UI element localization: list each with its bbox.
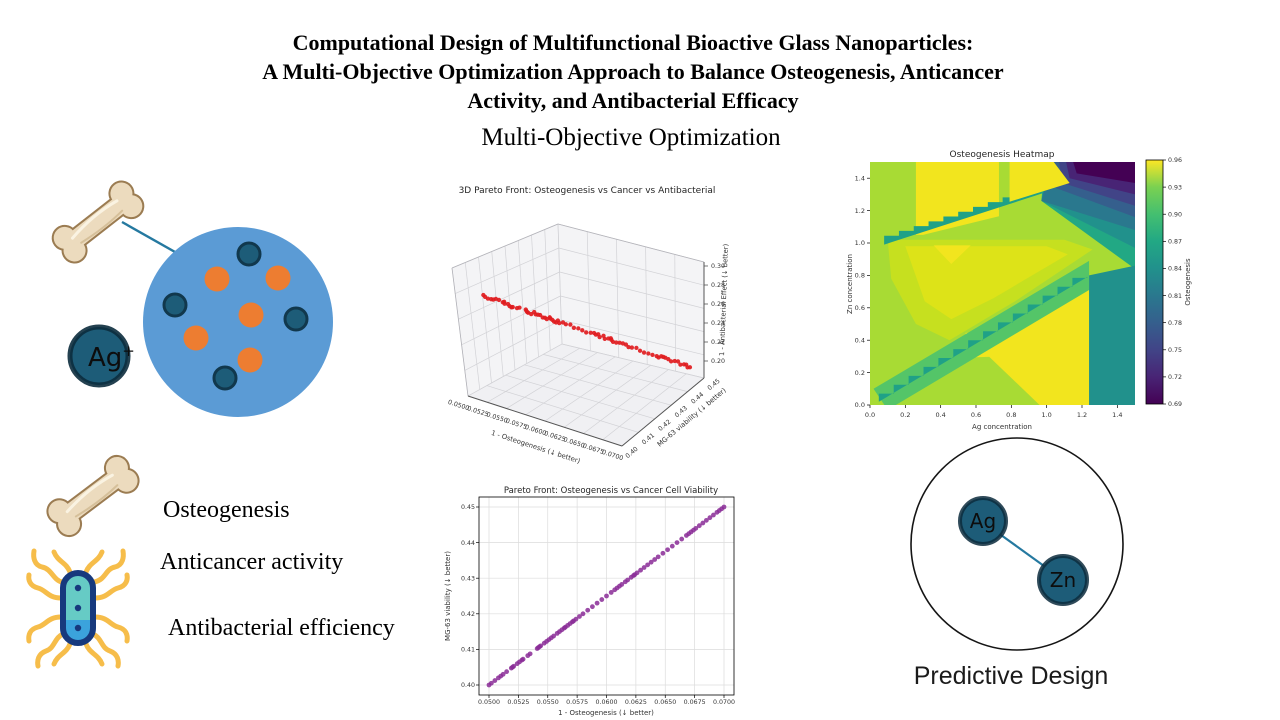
pareto-2d-title: Pareto Front: Osteogenesis vs Cancer Cel… bbox=[503, 486, 719, 496]
svg-text:0.81: 0.81 bbox=[1168, 293, 1182, 300]
svg-text:0.45: 0.45 bbox=[461, 504, 475, 511]
pareto-2d-figure: Pareto Front: Osteogenesis vs Cancer Cel… bbox=[430, 478, 765, 720]
svg-text:0.0550: 0.0550 bbox=[537, 699, 559, 706]
arrow-icon bbox=[121, 220, 207, 271]
svg-text:0.8: 0.8 bbox=[1006, 411, 1016, 419]
legend-osteogenesis-label: Osteogenesis bbox=[163, 497, 290, 523]
svg-text:0.24: 0.24 bbox=[711, 320, 725, 327]
svg-text:0.0600: 0.0600 bbox=[595, 699, 617, 706]
pareto-3d-figure: 3D Pareto Front: Osteogenesis vs Cancer … bbox=[430, 170, 770, 482]
title-line-2: A Multi-Objective Optimization Approach … bbox=[262, 59, 1004, 84]
svg-text:0.93: 0.93 bbox=[1168, 184, 1182, 191]
svg-text:0.0575: 0.0575 bbox=[566, 699, 588, 706]
svg-text:0.96: 0.96 bbox=[1168, 157, 1182, 164]
svg-text:0.69: 0.69 bbox=[1168, 401, 1182, 408]
page-title: Computational Design of Multifunctional … bbox=[180, 28, 1086, 115]
svg-text:0.4: 0.4 bbox=[935, 411, 945, 419]
svg-text:0.0700: 0.0700 bbox=[713, 699, 735, 706]
svg-text:0.42: 0.42 bbox=[461, 611, 475, 618]
predictive-design-diagram: Ag Zn bbox=[910, 437, 1124, 651]
svg-text:0.22: 0.22 bbox=[711, 339, 725, 346]
svg-text:0.75: 0.75 bbox=[1168, 347, 1182, 354]
network-edge bbox=[1000, 534, 1045, 567]
svg-text:0.87: 0.87 bbox=[1168, 239, 1182, 246]
bone-icon bbox=[42, 450, 144, 542]
svg-text:0.8: 0.8 bbox=[855, 272, 865, 280]
heatmap-title: Osteogenesis Heatmap bbox=[949, 150, 1055, 160]
svg-text:0.0500: 0.0500 bbox=[478, 699, 500, 706]
pareto-2d-plot: 0.0500 0.0525 0.0550 0.0575 0.0600 0.0625 0.06… bbox=[444, 496, 735, 717]
svg-text:0.4: 0.4 bbox=[855, 336, 865, 344]
svg-text:0.26: 0.26 bbox=[711, 301, 725, 308]
node-zn-label: Zn bbox=[1050, 568, 1076, 592]
node-ag-label: Ag bbox=[970, 509, 996, 533]
nanoparticle-circle bbox=[143, 227, 333, 417]
svg-text:MG-63 viability (↓ better): MG-63 viability (↓ better) bbox=[444, 551, 452, 641]
svg-text:0.2: 0.2 bbox=[855, 369, 865, 377]
svg-text:Osteogenesis: Osteogenesis bbox=[1184, 258, 1192, 306]
svg-text:0.41: 0.41 bbox=[461, 647, 475, 654]
svg-text:1.0: 1.0 bbox=[855, 239, 865, 247]
svg-text:1.4: 1.4 bbox=[855, 174, 865, 182]
predictive-design-caption: Predictive Design bbox=[913, 662, 1109, 690]
svg-text:0.6: 0.6 bbox=[855, 304, 865, 312]
bone-icon bbox=[47, 176, 149, 268]
svg-text:0.40: 0.40 bbox=[461, 682, 475, 689]
subtitle: Multi-Objective Optimization bbox=[481, 124, 781, 151]
svg-text:1 - Osteogenesis (↓ better): 1 - Osteogenesis (↓ better) bbox=[490, 429, 581, 465]
svg-text:0.41: 0.41 bbox=[641, 432, 656, 446]
svg-text:0.43: 0.43 bbox=[461, 575, 475, 582]
svg-text:1.2: 1.2 bbox=[1077, 411, 1087, 419]
svg-text:0.72: 0.72 bbox=[1168, 374, 1182, 381]
silver-ion-badge: Ag+ bbox=[67, 324, 135, 388]
ion-label: Ag bbox=[88, 343, 122, 373]
title-line-3: Activity, and Antibacterial Efficacy bbox=[467, 88, 799, 113]
pareto-3d-title: 3D Pareto Front: Osteogenesis vs Cancer … bbox=[458, 186, 716, 196]
svg-text:Ag concentration: Ag concentration bbox=[972, 423, 1032, 431]
heatmap-plot: 0.0 0.2 0.4 0.6 0.8 1.0 1.2 1.40.00.20.40.60.81… bbox=[846, 157, 1192, 431]
legend-anticancer-label: Anticancer activity bbox=[160, 549, 344, 575]
svg-text:1.4: 1.4 bbox=[1112, 411, 1122, 419]
svg-text:0.28: 0.28 bbox=[711, 282, 725, 289]
svg-text:1.2: 1.2 bbox=[855, 207, 865, 215]
node-zn: Zn bbox=[1037, 554, 1089, 606]
ion-dot bbox=[162, 241, 309, 391]
bacteria-icon bbox=[26, 548, 130, 669]
title-line-1: Computational Design of Multifunctional … bbox=[292, 30, 974, 55]
svg-text:0.20: 0.20 bbox=[711, 358, 725, 365]
svg-text:1 - Antibacterial Effect (↓ be: 1 - Antibacterial Effect (↓ better) bbox=[718, 243, 730, 356]
svg-text:1.0: 1.0 bbox=[1041, 411, 1051, 419]
svg-text:0.0: 0.0 bbox=[855, 401, 865, 409]
pareto-3d-plot: 0.05000.05250.05500.05750.06000.06250.06… bbox=[447, 223, 730, 465]
svg-text:0.40: 0.40 bbox=[624, 446, 639, 460]
svg-text:0.90: 0.90 bbox=[1168, 211, 1182, 218]
svg-text:Zn concentration: Zn concentration bbox=[846, 254, 854, 314]
legend-antibacterial-label: Antibacterial efficiency bbox=[168, 615, 395, 641]
node-ag: Ag bbox=[958, 496, 1008, 546]
ion-charge: + bbox=[122, 342, 135, 360]
svg-text:0.78: 0.78 bbox=[1168, 320, 1182, 327]
svg-text:0.2: 0.2 bbox=[900, 411, 910, 419]
svg-text:0.0650: 0.0650 bbox=[654, 699, 676, 706]
svg-text:0.30: 0.30 bbox=[711, 263, 725, 270]
svg-text:0.6: 0.6 bbox=[971, 411, 981, 419]
svg-text:0.0: 0.0 bbox=[865, 411, 875, 419]
svg-text:0.0675: 0.0675 bbox=[684, 699, 706, 706]
svg-text:0.0625: 0.0625 bbox=[625, 699, 647, 706]
svg-text:0.0700: 0.0700 bbox=[601, 449, 624, 462]
svg-text:Ag+: Ag+ bbox=[88, 342, 135, 373]
svg-text:1 - Osteogenesis (↓ better): 1 - Osteogenesis (↓ better) bbox=[558, 709, 654, 717]
svg-text:0.0525: 0.0525 bbox=[507, 699, 529, 706]
heatmap-figure: Osteogenesis Heatmap 0.0 0.2 0.4 0.6 0.8 1.0 1… bbox=[845, 145, 1217, 439]
network-boundary-circle bbox=[910, 437, 1124, 651]
svg-text:0.44: 0.44 bbox=[461, 540, 475, 547]
svg-text:0.84: 0.84 bbox=[1168, 266, 1182, 273]
dopant-dot bbox=[183, 265, 291, 373]
